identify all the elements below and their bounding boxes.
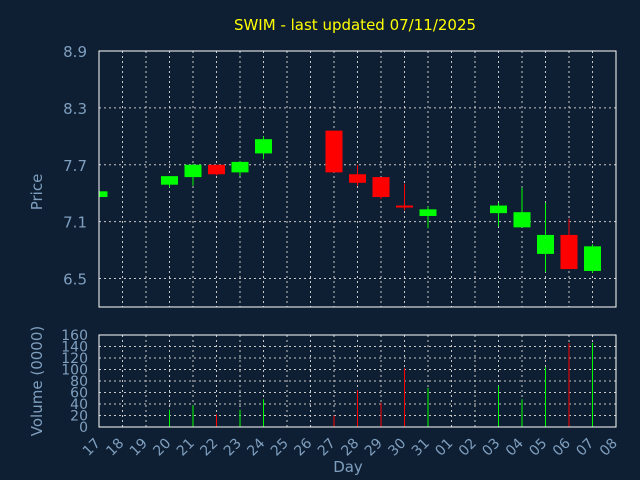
candle-body xyxy=(372,177,390,198)
candle-body xyxy=(560,234,578,270)
candle-body xyxy=(231,161,249,173)
price-axis-label: Price xyxy=(28,174,46,211)
volume-tick-label: 0 xyxy=(79,420,88,436)
volume-panel-frame xyxy=(98,334,617,428)
candle-body xyxy=(490,205,507,214)
candle xyxy=(560,218,578,270)
candle-body xyxy=(584,246,601,271)
candle-body xyxy=(396,205,413,208)
candle-body xyxy=(255,139,272,154)
candle xyxy=(537,202,554,272)
candle-body xyxy=(419,209,437,216)
candle-body xyxy=(513,212,531,228)
candle xyxy=(161,176,178,188)
candle-body xyxy=(349,174,366,183)
price-tick-label: 7.1 xyxy=(63,214,87,232)
candle-body xyxy=(325,130,343,173)
candlestick-series xyxy=(98,130,601,273)
volume-tick-label: 20 xyxy=(70,409,88,425)
candle xyxy=(419,206,437,229)
volume-axis-label: Volume (0000) xyxy=(28,326,46,436)
candle xyxy=(349,164,366,186)
price-y-ticks: 8.9 8.3 7.7 7.1 6.5 xyxy=(63,43,87,289)
price-tick-label: 8.3 xyxy=(63,100,87,118)
candle xyxy=(584,244,601,273)
candle xyxy=(490,202,507,227)
candle-body xyxy=(537,234,554,254)
volume-tick-label: 80 xyxy=(70,374,88,390)
price-tick-label: 6.5 xyxy=(63,271,87,289)
chart-title: SWIM - last updated 07/11/2025 xyxy=(234,16,476,34)
candle-body xyxy=(161,176,178,185)
volume-tick-label: 140 xyxy=(61,340,88,356)
candle xyxy=(513,187,531,228)
volume-tick-label: 100 xyxy=(61,363,88,379)
price-tick-label: 8.9 xyxy=(63,43,87,61)
candle xyxy=(208,164,225,176)
candle xyxy=(396,183,413,211)
volume-tick-label: 120 xyxy=(61,351,88,367)
candle xyxy=(372,177,390,199)
candle-body xyxy=(99,191,108,198)
x-axis-ticks: 17 18 19 20 21 22 23 24 25 26 27 28 29 30 31 01 02 03 04 05… xyxy=(80,435,621,459)
candle xyxy=(325,130,343,173)
volume-series xyxy=(169,343,593,427)
volume-tick-label: 40 xyxy=(70,397,88,413)
x-axis-label: Day xyxy=(333,458,363,476)
candle xyxy=(98,191,108,198)
candle-body xyxy=(208,164,225,175)
volume-tick-label: 160 xyxy=(61,328,88,344)
candle xyxy=(255,136,272,160)
price-tick-label: 7.7 xyxy=(63,157,87,175)
candle-body xyxy=(184,164,202,178)
candle xyxy=(184,163,202,186)
candle xyxy=(231,160,249,177)
volume-tick-label: 60 xyxy=(70,386,88,402)
price-panel-frame xyxy=(98,50,617,308)
